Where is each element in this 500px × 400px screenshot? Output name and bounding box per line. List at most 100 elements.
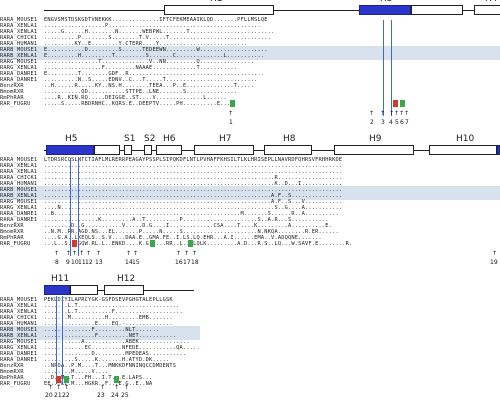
sequence-name: RARG_MOUSE1: [0, 339, 38, 345]
alignment-row: RARG_MOUSE1 ...........A............ABEK.…: [0, 338, 200, 346]
sequence-name: BenzRXR: [0, 363, 24, 369]
alignment-row: RARG_MOUSE1.............................…: [0, 198, 500, 206]
helix-H10: H10: [429, 134, 497, 155]
sequence-residues: ....R..KIN.RQ.....DEIGGE..ST....V.......…: [44, 95, 228, 101]
sequence-name: RARA_XENLA1: [0, 169, 38, 175]
sequence-residues: ..........P........S........T.V.....T...…: [44, 35, 272, 41]
sequence-name: RmPhRAR: [0, 95, 24, 101]
alignment-row: RARA_XENLA1 .....G......H........N.......…: [0, 28, 500, 36]
alignment-row: RARA_CHICK1.............................…: [0, 174, 500, 182]
residue-number: 24: [111, 392, 119, 399]
arrow-up-icon: ↑: [96, 250, 102, 257]
sequence-residues: ............EC.........NFEDE...........Q…: [44, 345, 200, 351]
residue-number: 13: [95, 259, 103, 266]
sequence-residues: .......L.T..............................: [44, 303, 180, 309]
sequence-name: RARA_HUMAN1: [0, 41, 38, 47]
alignment-row: RARA_DANRE1 ..B..........................…: [0, 210, 500, 218]
sequence-residues: ................T..............V..NN....…: [44, 59, 255, 65]
helix-label: H8: [283, 134, 296, 144]
alignment-row: RAR_FUGRU EE...LE.M...HGKR..F...E.G..E..N…: [0, 380, 200, 388]
sequence-name: RARA_DANRE1: [0, 77, 38, 83]
helix-H1: H1: [164, 0, 274, 15]
sequence-name: RARA_XENLA1: [0, 309, 38, 315]
sequence-residues: ..................P.....................…: [44, 23, 261, 29]
sequence-residues: ENGVSMSTDSKGDTVNEKKK..............IFTCFE…: [44, 17, 268, 23]
sequence-name: RARA_DANRE1: [0, 71, 38, 77]
sequence-name: BmomRXR: [0, 369, 24, 375]
sequence-residues: ...............E....EQ.-..............: [44, 321, 173, 327]
arrow-up-icon: ↑: [133, 250, 139, 257]
sequence-residues: ..............D.........MPEDEAS.........…: [44, 351, 187, 357]
sequence-name: RARA_HUMAN1: [0, 321, 38, 327]
arrow-up-icon: ↑: [176, 250, 182, 257]
residue-number: 7: [405, 119, 409, 126]
secondary-structure-bar-2: H5 S1 S2 H6 H7 H8 H9 H10: [44, 134, 500, 158]
sequence-name: RARA_MOUSE1: [0, 157, 38, 163]
highlight-column-line: [383, 20, 384, 116]
sequence-name: RARA_XENLA1: [0, 163, 38, 169]
alignment-row: BenzRXR ..H......R.....KY..NS.H........TE…: [0, 82, 500, 90]
strand-S2: S2: [144, 134, 155, 155]
residue-number: 3: [381, 119, 385, 126]
alignment-row: RAR_FUGRU .....S.....RBDRNHC..KQRS.E..DEE…: [0, 100, 500, 108]
helix-H5: H5: [46, 134, 94, 155]
arrow-up-icon: ↑: [56, 384, 62, 391]
alignment-row: RARG_XENLA1 ....N........................…: [0, 204, 500, 212]
arrow-up-icon: ↑: [72, 250, 78, 257]
alignment-row: RARG_XENLA1 ............EC.........NFEDE.…: [0, 344, 200, 352]
sequence-residues: ..NPOA..P.M....T...MNKKDFNNINQCCDMDENTS: [44, 363, 177, 369]
helix-label: H5: [65, 134, 78, 144]
residue-mark-green: [188, 240, 193, 247]
sequence-residues: ........................................…: [44, 199, 343, 205]
alignment-row: RARA_XENLA1 ..................P..........…: [0, 22, 500, 30]
highlight-column-line: [78, 158, 79, 256]
sequence-residues: ..N.M..RR.AGD.NS...EL.......P.....N.....…: [44, 229, 339, 235]
sequence-residues: ....N...................................…: [44, 205, 343, 211]
sequence-name: RARG_XENLA1: [0, 65, 38, 71]
sequence-name: RARA_CHICK1: [0, 175, 38, 181]
alignment-row: RmPhRAR ....G.A..LKEQLS..S.V....DAA.E..GM…: [0, 234, 500, 242]
arrow-up-icon: ↑: [79, 250, 85, 257]
sequence-residues: LTDRSRCQSLNTCTIAFLMLRERRPEAGAYPSSPLSIPQK…: [44, 157, 343, 163]
strand-label: S2: [144, 134, 156, 144]
residue-number: 6: [400, 119, 404, 126]
sequence-name: RARA_DANRE1: [0, 217, 38, 223]
sequence-residues: ........................................…: [44, 169, 343, 175]
residue-number: 1: [229, 119, 233, 126]
alignment-row: RAR_FUGRU ...L..S...GQW.RL.L..ENKD....K.G…: [0, 240, 500, 248]
secondary-structure-bar-3: H11 H12: [44, 274, 194, 298]
sequence-name: RARB_XENLA1: [0, 53, 38, 59]
sequence-residues: ..............F.........NLT.......: [44, 327, 160, 333]
alignment-row: RARA_XENLA1.............................…: [0, 162, 500, 170]
helix-label: H12: [117, 274, 136, 284]
sequence-name: RARA_XENLA1: [0, 303, 38, 309]
residue-number: 11: [78, 259, 86, 266]
alignment-row: RARB_MOUSE1 ..............F.........NLT..…: [0, 326, 200, 334]
alignment-row: RARG_XENLA1 .................F.........NA…: [0, 64, 500, 72]
residue-mark-green: [230, 100, 235, 107]
sequence-name: BenzRXR: [0, 223, 24, 229]
residue-mark-green: [64, 376, 69, 383]
sequence-residues: .....G......H........N.......WEBPWL.....…: [44, 29, 275, 35]
alignment-row: RARB_XENLA1.............................…: [0, 192, 500, 200]
residue-number: 14: [125, 259, 133, 266]
sequence-name: RARA_HUMAN1: [0, 181, 38, 187]
helix-H9: H9: [334, 134, 414, 155]
strand-S1: S1: [124, 134, 135, 155]
residue-number: 8: [55, 259, 59, 266]
sequence-residues: .........S.....K.......H.ATYD.DK.....: [44, 357, 170, 363]
residue-mark-red: [72, 240, 77, 247]
arrow-up-icon: ↑: [100, 384, 106, 391]
helix-label: H1: [210, 0, 223, 4]
alignment-row: RARB_MOUSE1.............................…: [0, 186, 500, 194]
alignment-row: RARA_MOUSE1 PEKLDIYILAPRCYGK-GSFDSEVPGHGT…: [0, 296, 200, 304]
sequence-residues: .....S.....RBDRNHC..KQRS.E..DEEPTV.....P…: [44, 101, 234, 107]
residue-number: 20: [45, 392, 53, 399]
arrow-up-icon: ↑: [114, 384, 120, 391]
sequence-name: RARB_MOUSE1: [0, 47, 38, 53]
sequence-name: RARA_MOUSE1: [0, 17, 38, 23]
sequence-residues: ..D..M..T...FH...I.T...E.LAPS...: [44, 375, 153, 381]
sequence-name: RARA_CHICK1: [0, 315, 38, 321]
residue-number: 5: [395, 119, 399, 126]
sequence-residues: .................F.........NAAAE........…: [44, 65, 238, 71]
